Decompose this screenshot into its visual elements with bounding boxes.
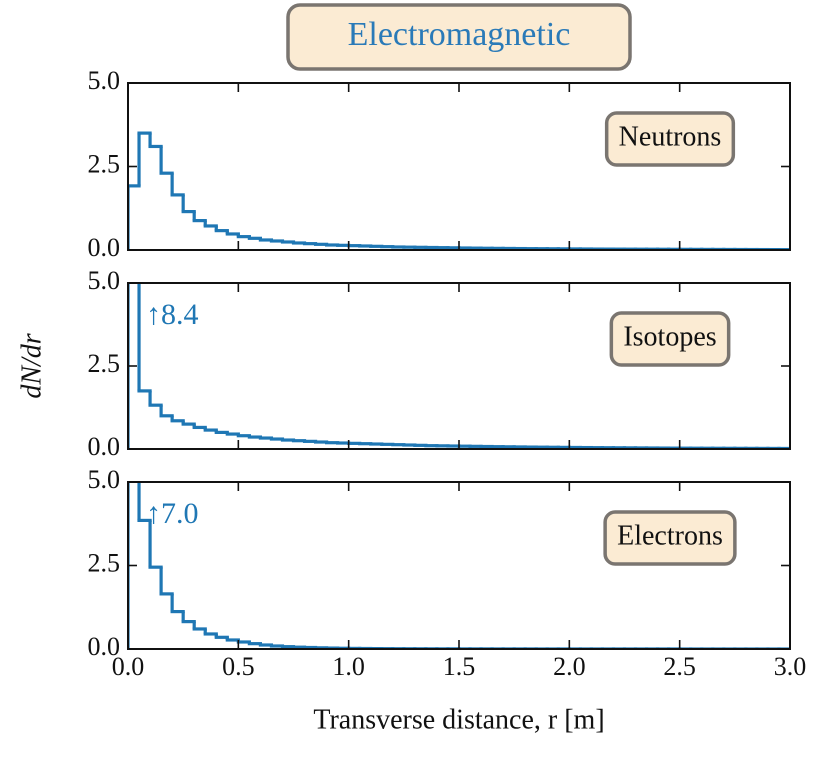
x-tick-label: 1.5 [443, 652, 476, 681]
chart-title: Electromagnetic [348, 16, 571, 53]
y-tick-label: 0.0 [88, 233, 121, 262]
y-axis-label: dN/dr [16, 333, 47, 398]
x-tick-label: 0.5 [222, 652, 255, 681]
panel-label: Neutrons [619, 121, 722, 152]
x-tick-label: 2.0 [553, 652, 586, 681]
x-tick-label: 1.0 [332, 652, 365, 681]
x-tick-label: 0.0 [112, 652, 145, 681]
y-tick-label: 5.0 [88, 465, 121, 494]
panel-label-box [609, 311, 731, 367]
panel-label: Isotopes [623, 321, 716, 352]
panel-label-box [603, 510, 737, 566]
x-tick-label: 3.0 [774, 652, 807, 681]
annotation: ↑7.0 [146, 497, 199, 530]
annotation: ↑8.4 [146, 298, 199, 331]
panel-label: Electrons [617, 520, 723, 551]
y-tick-label: 2.5 [88, 349, 121, 378]
y-tick-label: 0.0 [88, 632, 121, 661]
histogram [128, 283, 790, 449]
x-axis-label: Transverse distance, r [m] [313, 704, 604, 735]
title-box [286, 3, 632, 71]
y-tick-label: 5.0 [88, 266, 121, 295]
y-tick-label: 5.0 [88, 66, 121, 95]
y-tick-label: 0.0 [88, 432, 121, 461]
panel-label-box [604, 111, 736, 167]
x-tick-label: 2.5 [663, 652, 696, 681]
y-tick-label: 2.5 [88, 149, 121, 178]
y-tick-label: 2.5 [88, 548, 121, 577]
